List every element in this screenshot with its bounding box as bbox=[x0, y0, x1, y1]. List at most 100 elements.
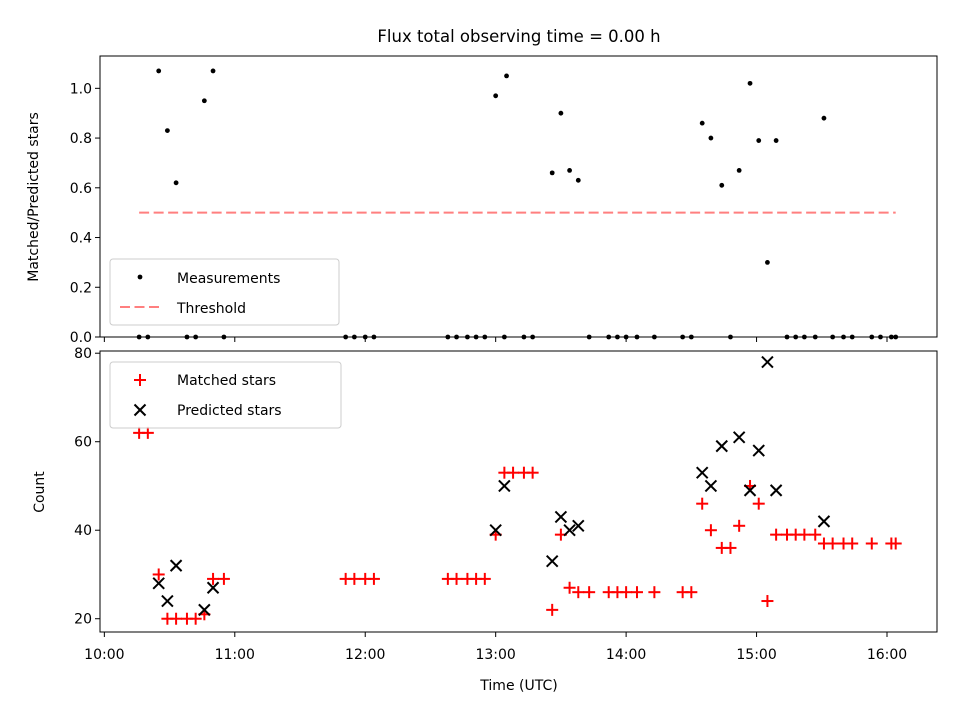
measurement-point bbox=[736, 167, 742, 173]
matched-star-point bbox=[889, 537, 902, 550]
legend-matched-label: Matched stars bbox=[177, 373, 276, 389]
measurement-point bbox=[343, 334, 349, 340]
measurement-point bbox=[784, 334, 790, 340]
predicted-star-b bbox=[761, 355, 774, 369]
matched-star-point bbox=[685, 586, 698, 599]
matched-star-point bbox=[478, 572, 491, 585]
measurement-point bbox=[454, 334, 459, 340]
predicted-star-point bbox=[169, 559, 183, 572]
legend-predicted-marker bbox=[133, 403, 147, 417]
predicted-star-point bbox=[161, 594, 174, 608]
matched-star-point bbox=[217, 572, 230, 585]
predicted-star-b bbox=[152, 577, 165, 590]
measurement-point bbox=[567, 167, 572, 173]
predicted-star-b bbox=[563, 524, 576, 537]
measurement-point bbox=[549, 170, 555, 176]
predicted-star-point bbox=[817, 515, 831, 528]
measurement-point bbox=[719, 182, 725, 188]
measurement-point bbox=[634, 334, 640, 340]
measurement-point bbox=[812, 334, 818, 340]
x-tick-label: 15:00 bbox=[736, 647, 776, 663]
measurement-point bbox=[747, 80, 753, 86]
measurement-point bbox=[465, 334, 470, 340]
matched-star-point bbox=[546, 603, 559, 616]
matched-star-point bbox=[450, 572, 463, 585]
predicted-star-point bbox=[715, 439, 728, 453]
predicted-star-b bbox=[743, 484, 757, 497]
top-x-axis-ticks bbox=[103, 337, 888, 342]
top-y-tick-label: 1.0 bbox=[70, 81, 92, 97]
predicted-star-b bbox=[169, 559, 183, 572]
measurement-point bbox=[371, 334, 377, 340]
measurement-point bbox=[801, 334, 807, 340]
matched-star-point bbox=[752, 497, 765, 510]
matched-star-point bbox=[620, 586, 633, 599]
measurement-point bbox=[575, 177, 581, 183]
predicted-star-point bbox=[498, 479, 511, 493]
matched-star-point bbox=[648, 586, 661, 599]
matched-star-point bbox=[826, 537, 839, 550]
measurement-point bbox=[680, 334, 686, 340]
predicted-star-point bbox=[563, 524, 576, 537]
measurement-point bbox=[558, 110, 564, 116]
measurements-points bbox=[136, 68, 899, 340]
bottom-x-axis-ticks: 10:00 11:00 12:00 13:00 14:00 15:00 16:00 bbox=[84, 632, 907, 663]
predicted-star-point bbox=[572, 519, 585, 533]
top-y-tick-label: 0.4 bbox=[70, 231, 92, 247]
measurement-point bbox=[445, 334, 451, 340]
measurement-point bbox=[688, 334, 694, 340]
top-y-axis-ticks: 0.0 0.2 0.4 0.6 0.8 1.0 bbox=[70, 81, 100, 346]
measurement-point bbox=[623, 334, 629, 340]
top-y-tick-label: 0.6 bbox=[70, 181, 92, 197]
matched-star-point bbox=[141, 426, 154, 439]
predicted-star-point bbox=[704, 479, 718, 493]
predicted-star-point bbox=[206, 581, 220, 594]
matched-star-point bbox=[207, 572, 220, 585]
matched-star-point bbox=[170, 612, 183, 625]
measurement-point bbox=[888, 334, 894, 340]
predicted-star-point bbox=[545, 554, 559, 568]
matched-star-point bbox=[563, 581, 576, 594]
x-tick-label: 13:00 bbox=[475, 647, 515, 663]
predicted-star-b bbox=[206, 581, 220, 594]
top-y-tick-label: 0.0 bbox=[70, 330, 92, 346]
chart-title: Flux total observing time = 0.00 h bbox=[377, 27, 660, 46]
x-tick-label: 10:00 bbox=[84, 647, 124, 663]
top-panel: 0.0 0.2 0.4 0.6 0.8 1.0 Matched/Predicted sta… bbox=[26, 55, 938, 346]
predicted-star-b bbox=[715, 439, 728, 453]
top-y-tick-label: 0.8 bbox=[70, 131, 92, 147]
measurement-point bbox=[201, 98, 207, 104]
matched-star-point bbox=[696, 497, 709, 510]
measurement-point bbox=[482, 334, 488, 340]
legend-measurements-marker bbox=[137, 274, 143, 280]
matched-star-point bbox=[583, 586, 596, 599]
measurement-point bbox=[699, 120, 705, 126]
measurement-point bbox=[830, 334, 836, 340]
measurement-point bbox=[651, 334, 657, 340]
predicted-star-point bbox=[769, 484, 783, 497]
predicted-star-b bbox=[732, 431, 746, 444]
measurement-point bbox=[473, 334, 479, 340]
matched-star-point bbox=[865, 537, 878, 550]
measurement-point bbox=[501, 334, 507, 340]
measurement-point bbox=[793, 334, 799, 340]
predicted-star-b bbox=[572, 519, 585, 533]
predicted-star-b bbox=[695, 466, 709, 479]
predicted-star-point bbox=[152, 577, 165, 590]
matched-star-point bbox=[526, 466, 539, 479]
bottom-y-axis-ticks: 20 40 60 80 bbox=[74, 346, 100, 628]
top-legend: Measurements Threshold bbox=[109, 258, 340, 326]
measurement-point bbox=[493, 93, 499, 99]
top-y-tick-label: 0.2 bbox=[70, 280, 92, 296]
measurement-point bbox=[193, 334, 199, 340]
matched-star-point bbox=[507, 466, 520, 479]
predicted-star-point bbox=[743, 484, 757, 497]
bottom-y-tick-label: 60 bbox=[74, 435, 92, 451]
measurement-point bbox=[728, 334, 733, 340]
top-y-axis-label: Matched/Predicted stars bbox=[26, 112, 42, 282]
bottom-legend: Matched stars Predicted stars bbox=[109, 361, 342, 429]
measurement-point bbox=[586, 334, 592, 340]
bottom-y-tick-label: 80 bbox=[74, 346, 92, 362]
measurement-point bbox=[878, 334, 883, 340]
x-tick-label: 11:00 bbox=[215, 647, 255, 663]
